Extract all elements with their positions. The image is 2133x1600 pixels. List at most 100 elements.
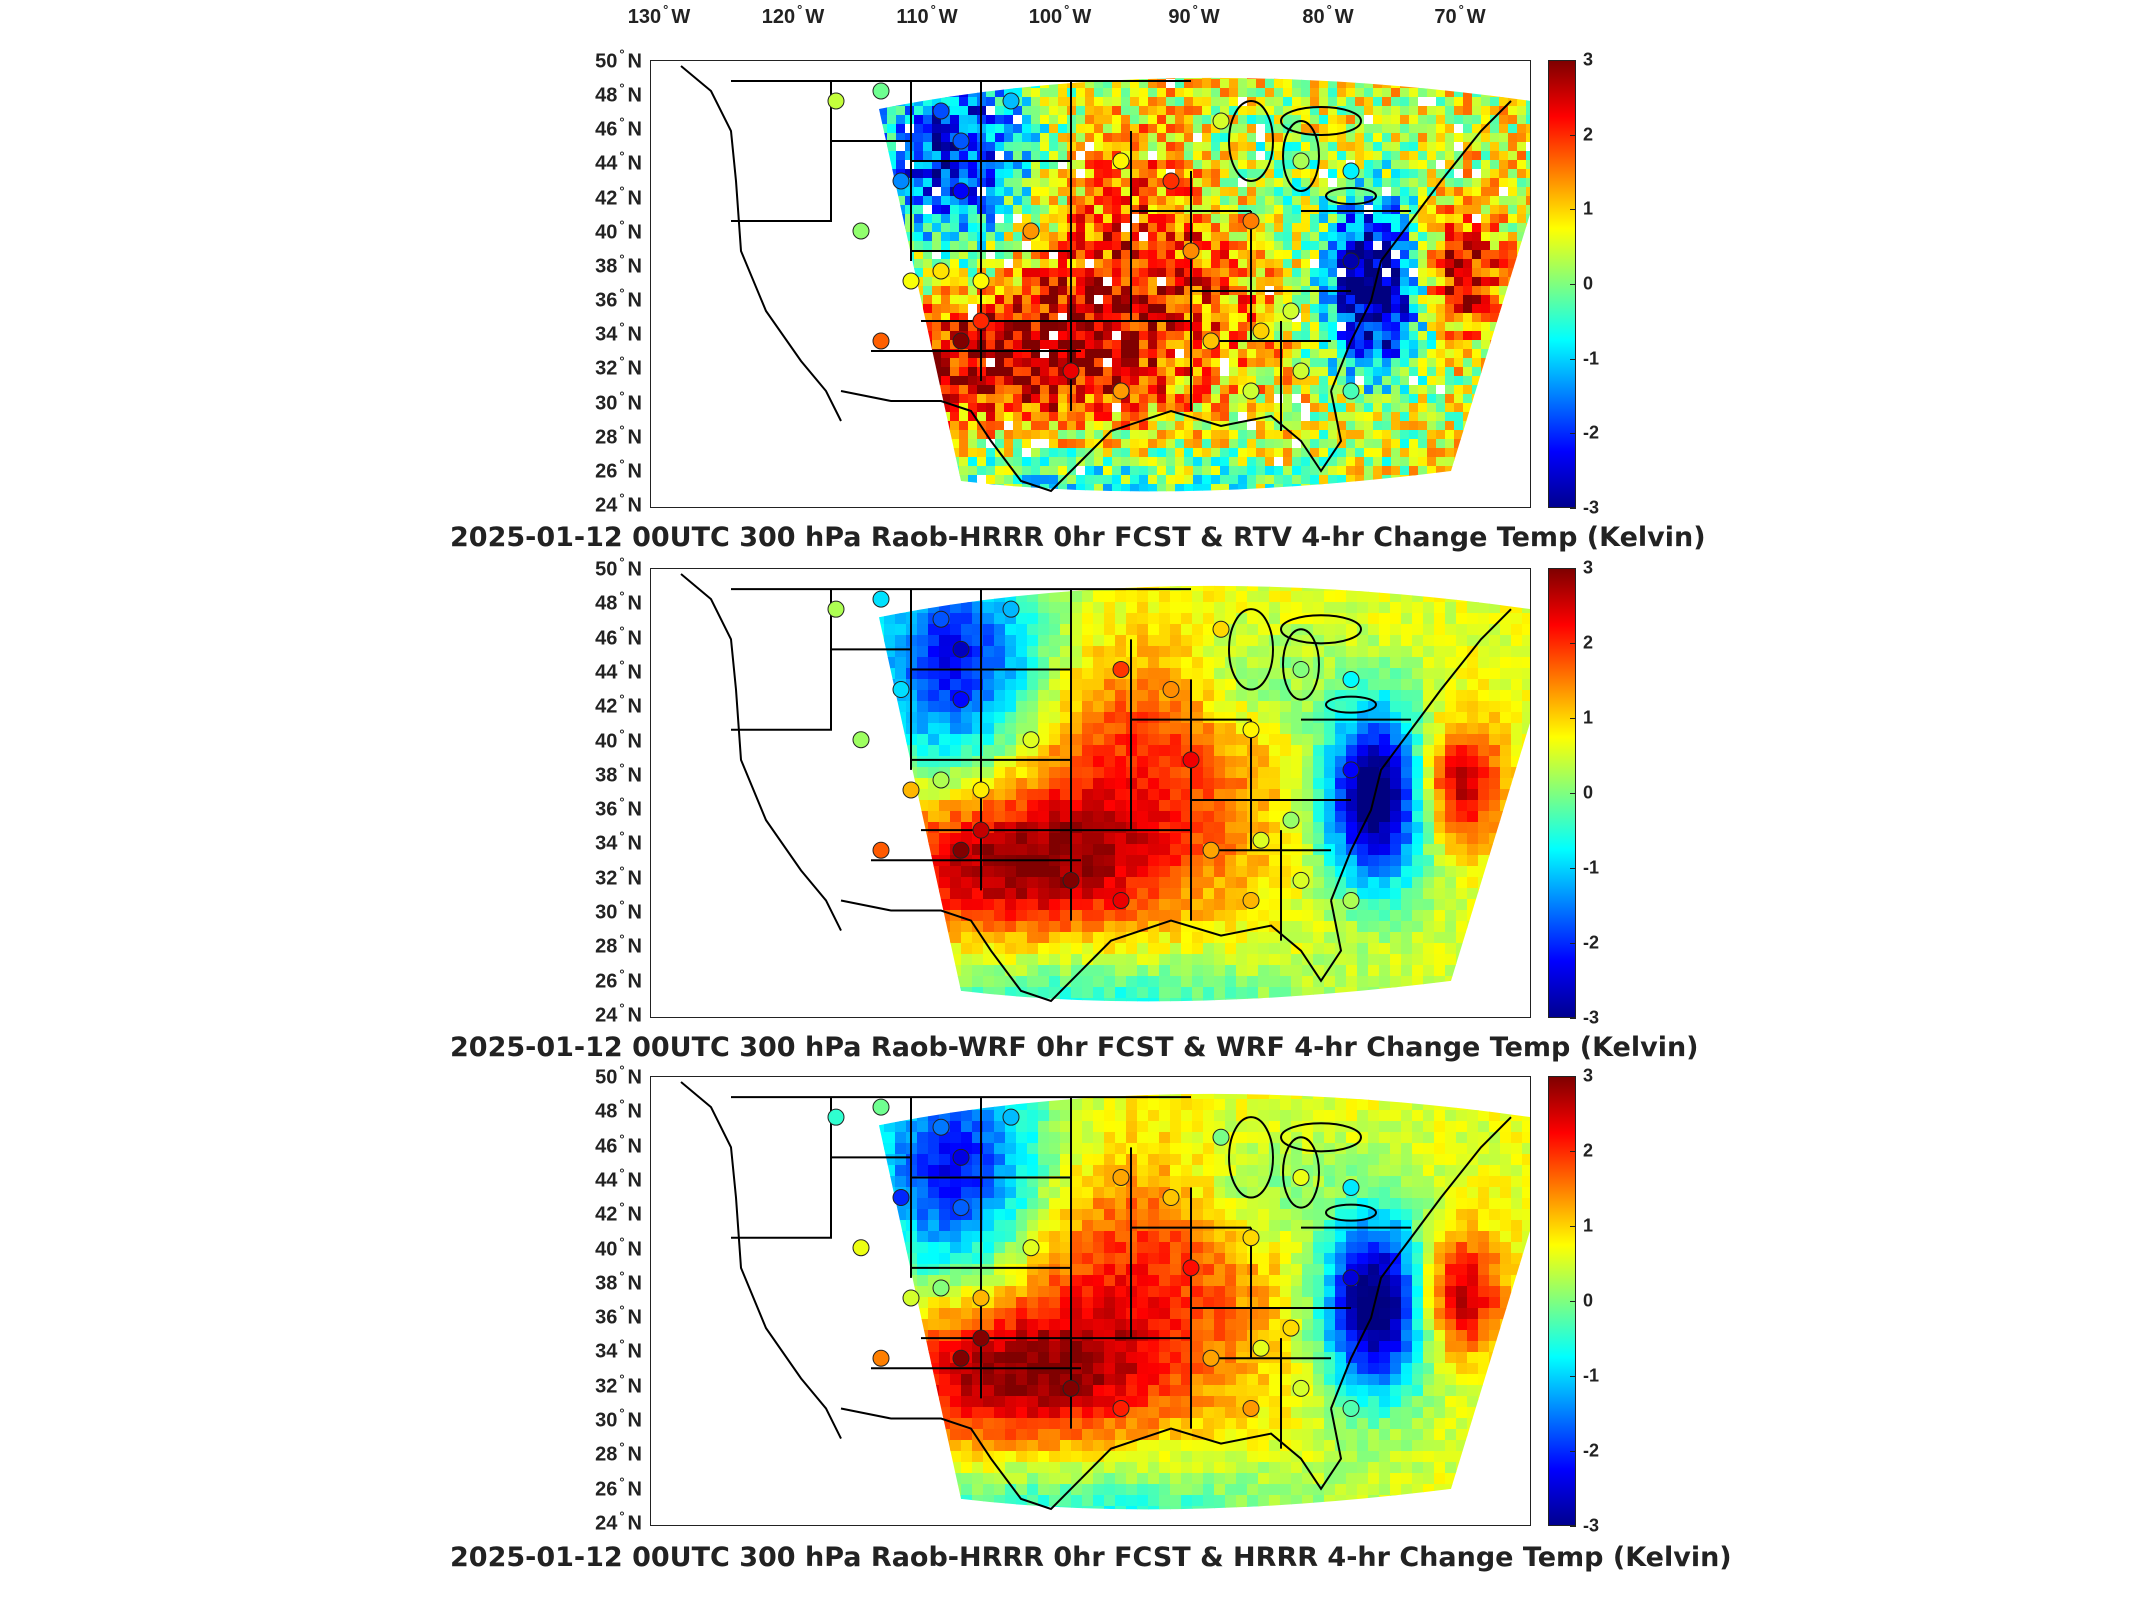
- raob-station-marker: [852, 222, 870, 240]
- colorbar-tick-label: 3: [1583, 557, 1594, 578]
- raob-station-marker: [932, 771, 950, 789]
- raob-station-marker: [1252, 1339, 1270, 1357]
- state-boundaries: [680, 65, 1512, 493]
- raob-station-marker: [952, 182, 970, 200]
- colorbar-tick-label: 3: [1583, 1065, 1594, 1086]
- lat-tick: 34 ° N: [595, 319, 642, 346]
- colorbar-tick: [1570, 1451, 1576, 1452]
- map-plot-area: [650, 60, 1531, 508]
- raob-station-marker: [952, 691, 970, 709]
- raob-station-marker: [1242, 1399, 1260, 1417]
- raob-station-marker: [1022, 731, 1040, 749]
- raob-station-marker: [1342, 1399, 1360, 1417]
- colorbar-tick-label: 2: [1583, 1140, 1594, 1161]
- raob-station-marker: [972, 781, 990, 799]
- raob-station-marker: [972, 1329, 990, 1347]
- raob-station-marker: [1292, 871, 1310, 889]
- raob-station-marker: [1022, 222, 1040, 240]
- lat-tick: 46 ° N: [595, 114, 642, 141]
- raob-station-marker: [1292, 1379, 1310, 1397]
- raob-station-marker: [932, 262, 950, 280]
- panel-title: 2025-01-12 00UTC 300 hPa Raob-HRRR 0hr F…: [450, 1542, 1732, 1573]
- map-plot-area: [650, 1076, 1531, 1526]
- raob-stations: [827, 1098, 1360, 1417]
- lat-tick: 26 ° N: [595, 966, 642, 993]
- raob-station-marker: [872, 82, 890, 100]
- state-boundaries: [680, 1081, 1512, 1511]
- lon-tick: 110 ° W: [896, 2, 958, 28]
- raob-station-marker: [1182, 1259, 1200, 1277]
- raob-station-marker: [932, 102, 950, 120]
- colorbar-tick: [1570, 1376, 1576, 1377]
- raob-station-marker: [872, 590, 890, 608]
- raob-station-marker: [1242, 891, 1260, 909]
- raob-station-marker: [1292, 152, 1310, 170]
- raob-station-marker: [1342, 382, 1360, 400]
- raob-station-marker: [872, 332, 890, 350]
- colorbar-tick: [1570, 943, 1576, 944]
- colorbar-tick-label: -3: [1583, 1007, 1600, 1028]
- raob-station-marker: [952, 332, 970, 350]
- raob-station-marker: [1112, 152, 1130, 170]
- lat-tick: 30 ° N: [595, 388, 642, 415]
- lat-tick: 24 ° N: [595, 1000, 642, 1027]
- state-boundaries: [680, 573, 1512, 1003]
- raob-station-marker: [1162, 1189, 1180, 1207]
- lat-tick: 38 ° N: [595, 760, 642, 787]
- panel-title: 2025-01-12 00UTC 300 hPa Raob-WRF 0hr FC…: [450, 1032, 1699, 1063]
- colorbar-tick-label: -1: [1583, 857, 1600, 878]
- raob-station-marker: [1022, 1239, 1040, 1257]
- raob-station-marker: [1112, 891, 1130, 909]
- lon-tick: 90 ° W: [1168, 2, 1220, 28]
- lat-tick: 48 ° N: [595, 588, 642, 615]
- raob-station-marker: [1002, 600, 1020, 618]
- raob-station-marker: [1182, 242, 1200, 260]
- map-panel: 50 ° N 48 ° N 46 ° N 44 ° N 42 ° N 40 ° N 38 ° N 36 ° N 34 ° N 32 ° N…: [0, 1063, 2133, 1596]
- raob-station-marker: [1342, 252, 1360, 270]
- colorbar-tick-label: 1: [1583, 1215, 1594, 1236]
- raob-station-marker: [1342, 1178, 1360, 1196]
- lat-tick: 40 ° N: [595, 217, 642, 244]
- map-panel: 50 ° N 48 ° N 46 ° N 44 ° N 42 ° N 40 ° N 38 ° N 36 ° N 34 ° N 32 ° N…: [0, 555, 2133, 1078]
- lat-tick: 38 ° N: [595, 1268, 642, 1295]
- temperature-change-field: [680, 1081, 1530, 1511]
- lat-tick: 38 ° N: [595, 251, 642, 278]
- lon-tick: 130 ° W: [627, 2, 691, 28]
- raob-station-marker: [1342, 162, 1360, 180]
- lat-tick: 42 ° N: [595, 1199, 642, 1226]
- longitude-axis: 130 ° W 120 ° W 110 ° W 100 ° W 90 ° W 80 ° W 70 ° W: [0, 0, 2133, 40]
- colorbar-tick-label: -2: [1583, 422, 1600, 443]
- raob-station-marker: [1282, 811, 1300, 829]
- lat-tick: 32 ° N: [595, 863, 642, 890]
- lat-tick: 24 ° N: [595, 1508, 642, 1535]
- raob-station-marker: [1212, 112, 1230, 130]
- colorbar-tick-label: 0: [1583, 273, 1594, 294]
- colorbar-tick: [1570, 284, 1576, 285]
- lat-tick: 28 ° N: [595, 931, 642, 958]
- colorbar-tick: [1570, 1018, 1576, 1019]
- lat-tick: 26 ° N: [595, 456, 642, 483]
- colorbar-tick-label: -2: [1583, 932, 1600, 953]
- lat-tick: 40 ° N: [595, 1234, 642, 1261]
- colorbar-tick: [1570, 568, 1576, 569]
- lat-tick: 42 ° N: [595, 183, 642, 210]
- raob-station-marker: [932, 610, 950, 628]
- colorbar-tick: [1570, 1226, 1576, 1227]
- raob-station-marker: [1212, 1128, 1230, 1146]
- raob-station-marker: [892, 681, 910, 699]
- lat-tick: 44 ° N: [595, 657, 642, 684]
- raob-station-marker: [1062, 871, 1080, 889]
- colorbar-tick-label: -3: [1583, 1515, 1600, 1536]
- colorbar-tick-label: 1: [1583, 198, 1594, 219]
- colorbar-tick-label: 2: [1583, 124, 1594, 145]
- map-plot-area: [650, 568, 1531, 1018]
- raob-station-marker: [902, 1289, 920, 1307]
- raob-station-marker: [902, 781, 920, 799]
- lat-tick: 44 ° N: [595, 148, 642, 175]
- raob-station-marker: [872, 841, 890, 859]
- colorbar-tick-label: -1: [1583, 348, 1600, 369]
- lat-tick: 42 ° N: [595, 691, 642, 718]
- colorbar-tick: [1570, 60, 1576, 61]
- lat-tick: 30 ° N: [595, 897, 642, 924]
